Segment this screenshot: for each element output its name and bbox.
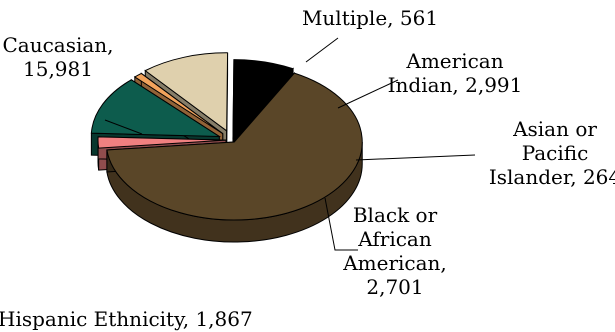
pie-slice-caucasian bbox=[106, 72, 363, 221]
data-label-line: Multiple, 561 bbox=[302, 6, 438, 30]
data-label-line: American bbox=[405, 49, 503, 73]
leader-line-american-indian bbox=[337, 79, 399, 109]
leader-line-asian-or-pacific-islander bbox=[355, 154, 476, 161]
label-layer: Caucasian, 15,981 Multiple, 561 American Ind… bbox=[0, 6, 615, 331]
data-label-line: Pacific bbox=[522, 141, 589, 165]
leader-line-black-or-african-american bbox=[324, 197, 358, 251]
data-label-line: African bbox=[357, 227, 432, 251]
data-label-line: Asian or bbox=[512, 117, 597, 141]
pie-slice-asian-or-pacific-islander bbox=[133, 72, 224, 135]
pie-slice-black-or-african-american bbox=[144, 52, 229, 132]
data-label-line: 2,701 bbox=[366, 275, 423, 299]
data-label-line: Black or bbox=[353, 203, 438, 227]
data-label-line: Hispanic Ethnicity, 1,867 bbox=[0, 307, 253, 331]
data-label-line: American, bbox=[342, 251, 447, 275]
data-label-asian-or-pacific-islander: Asian or Pacific Islander, 264 bbox=[489, 117, 615, 189]
leader-line-caucasian bbox=[104, 119, 143, 135]
pie-slice-hispanic-ethnicity bbox=[232, 59, 294, 139]
data-label-line: Caucasian, bbox=[2, 33, 113, 57]
pie-layer bbox=[90, 52, 363, 243]
pie-slice-multiple bbox=[97, 136, 227, 149]
data-label-caucasian: Caucasian, 15,981 bbox=[2, 33, 113, 81]
data-label-line: Islander, 264 bbox=[489, 165, 615, 189]
pie-slice-american-indian bbox=[90, 79, 222, 138]
data-label-line: Indian, 2,991 bbox=[388, 73, 523, 97]
data-label-hispanic-ethnicity: Hispanic Ethnicity, 1,867 bbox=[0, 307, 253, 331]
data-label-line: 15,981 bbox=[23, 57, 93, 81]
leader-line-multiple bbox=[305, 37, 339, 63]
data-label-multiple: Multiple, 561 bbox=[302, 6, 438, 30]
data-label-black-or-african-american: Black or African American, 2,701 bbox=[342, 203, 447, 299]
data-label-american-indian: American Indian, 2,991 bbox=[388, 49, 523, 97]
